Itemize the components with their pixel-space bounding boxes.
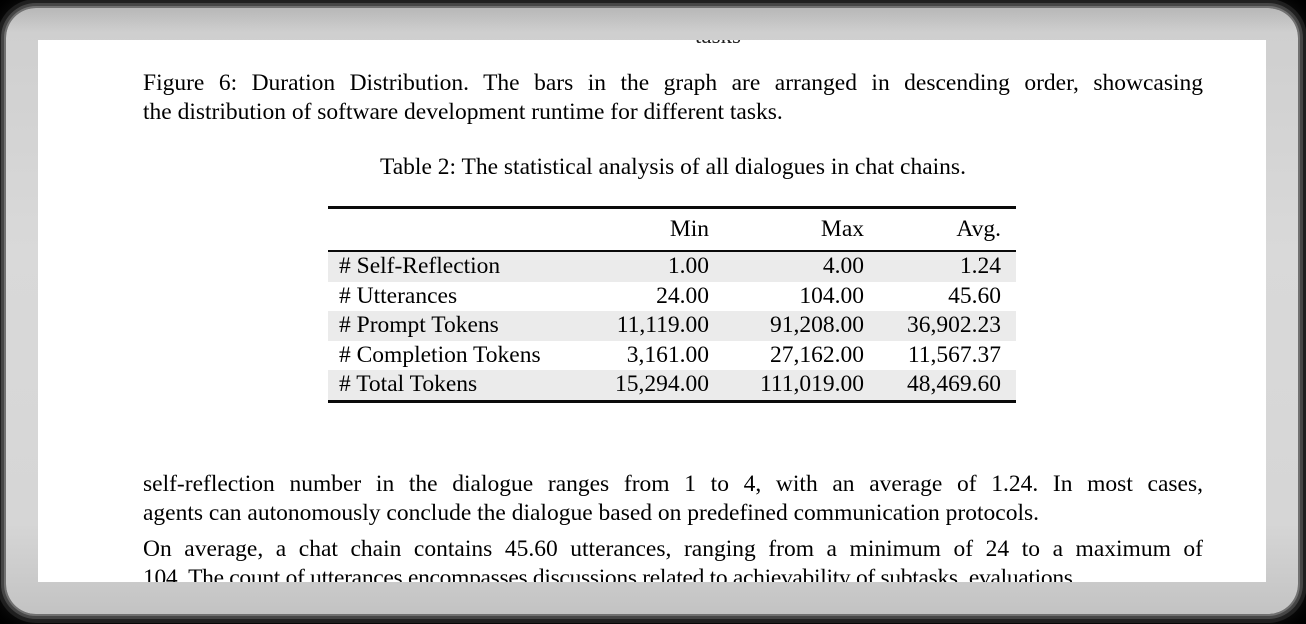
document-page[interactable]: tasks Figure 6: Duration Distribution. T… (38, 40, 1266, 582)
cell-max: 91,208.00 (770, 312, 864, 338)
cell-max: 104.00 (799, 282, 864, 309)
cell-max: 111,019.00 (759, 371, 864, 397)
column-header-empty (328, 207, 568, 252)
cell-min: 1.00 (667, 253, 709, 279)
clipped-figure-axis-label: tasks (618, 40, 818, 49)
stats-table-wrap: Min Max Avg. # Self-Reflection 1.00 4.00… (328, 206, 1016, 403)
row-label: # Completion Tokens (339, 341, 541, 368)
column-header-avg: Avg. (864, 207, 1016, 252)
cell-min: 15,294.00 (615, 371, 709, 397)
body-paragraph-2: On average, a chat chain contains 45.60 … (143, 535, 1203, 582)
stats-table: Min Max Avg. # Self-Reflection 1.00 4.00… (328, 206, 1016, 403)
cell-max: 27,162.00 (770, 341, 864, 368)
table-row: # Utterances 24.00 104.00 45.60 (328, 282, 1016, 312)
cell-max: 4.00 (822, 253, 864, 279)
table-caption: Table 2: The statistical analysis of all… (380, 154, 966, 180)
table-header-row: Min Max Avg. (328, 207, 1016, 252)
window-frame: tasks Figure 6: Duration Distribution. T… (6, 8, 1298, 614)
paragraph-line: On average, a chat chain contains 45.60 … (143, 536, 1203, 562)
paragraph-line: self-reflection number in the dialogue r… (143, 471, 1203, 497)
cell-min: 3,161.00 (626, 341, 709, 368)
paragraph-line-clipped: 104. The count of utterances encompasses… (143, 565, 1073, 582)
table-row: # Self-Reflection 1.00 4.00 1.24 (328, 251, 1016, 282)
figure-caption-line-2: the distribution of software development… (143, 99, 783, 125)
table-row: # Completion Tokens 3,161.00 27,162.00 1… (328, 341, 1016, 371)
table-row: # Total Tokens 15,294.00 111,019.00 48,4… (328, 370, 1016, 401)
cell-avg: 11,567.37 (907, 341, 1001, 368)
row-label: # Total Tokens (339, 371, 478, 397)
cell-min: 11,119.00 (616, 312, 709, 338)
column-header-max: Max (709, 207, 864, 252)
body-paragraph-1: self-reflection number in the dialogue r… (143, 470, 1203, 528)
row-label: # Prompt Tokens (339, 312, 499, 338)
row-label: # Utterances (339, 282, 458, 309)
figure-caption: Figure 6: Duration Distribution. The bar… (143, 69, 1203, 127)
cell-avg: 36,902.23 (907, 312, 1001, 338)
cell-min: 24.00 (656, 282, 709, 309)
cell-avg: 1.24 (959, 253, 1001, 279)
row-label: # Self-Reflection (339, 253, 501, 279)
table-row: # Prompt Tokens 11,119.00 91,208.00 36,9… (328, 311, 1016, 341)
column-header-min: Min (568, 207, 709, 252)
cell-avg: 48,469.60 (907, 371, 1001, 397)
cell-avg: 45.60 (948, 282, 1001, 309)
figure-caption-line-1: Figure 6: Duration Distribution. The bar… (143, 70, 1203, 96)
paragraph-line: agents can autonomously conclude the dia… (143, 500, 1040, 526)
